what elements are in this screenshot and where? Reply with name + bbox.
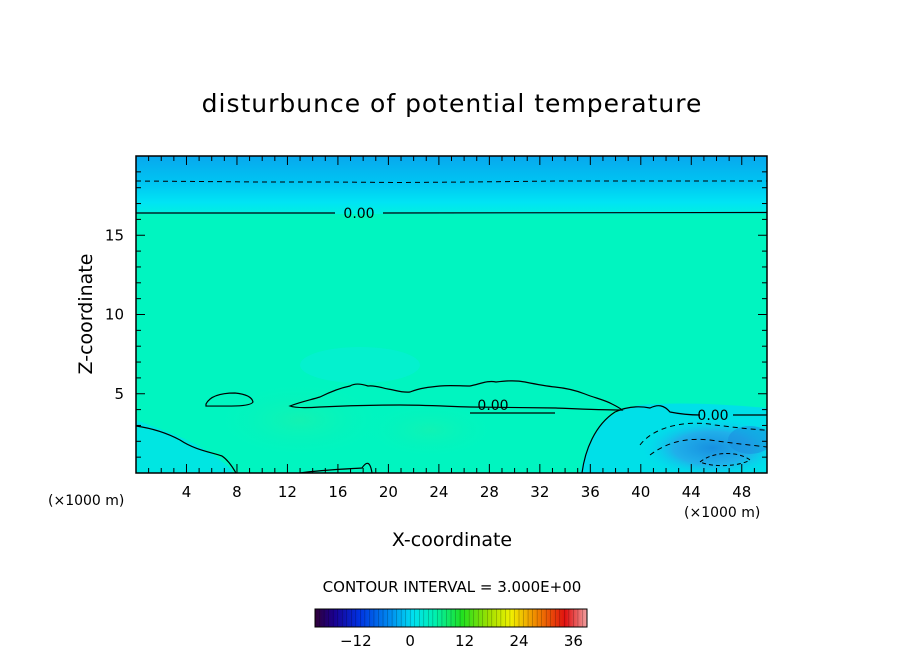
dashed-contour-right-3 — [699, 453, 751, 467]
heatmap-field — [136, 156, 767, 473]
x-tick-label: 8 — [232, 483, 242, 501]
x-tick-label: 48 — [732, 483, 751, 501]
dashed-contour-top — [136, 180, 767, 184]
x-ticks: 4 8 12 16 20 24 28 32 36 40 44 48 — [148, 156, 755, 501]
x-tick-label: 24 — [429, 483, 448, 501]
y-tick-label: 5 — [114, 385, 124, 403]
left-cyan-zone — [136, 420, 232, 473]
x-tick-label: 12 — [278, 483, 297, 501]
bottom-contour — [299, 462, 373, 473]
x-tick-label: 28 — [480, 483, 499, 501]
x-tick-label: 4 — [182, 483, 192, 501]
y-tick-label: 10 — [105, 306, 124, 324]
colorbar-tick-label: 0 — [405, 632, 415, 650]
dashed-contour-right-2 — [649, 438, 767, 456]
contour-label-top: 0.00 — [343, 206, 374, 222]
x-tick-label: 20 — [379, 483, 398, 501]
colorbar-tick-label: 36 — [564, 632, 583, 650]
dashed-contour-right-1 — [639, 422, 767, 446]
small-contour-left — [205, 392, 254, 407]
chart-title: disturbunce of potential temperature — [202, 89, 703, 118]
left-contour — [136, 425, 237, 473]
contour-label-right: 0.00 — [697, 408, 728, 424]
x-axis-label: X-coordinate — [392, 529, 512, 551]
upper-layer — [136, 156, 767, 214]
contour-label-mid: 0.00 — [477, 398, 508, 414]
y-tick-label: 15 — [105, 226, 124, 244]
colorbar-ticks: −12 0 12 24 36 — [319, 609, 583, 650]
x-tick-label: 16 — [328, 483, 347, 501]
zero-contour-top-right — [382, 211, 767, 214]
colorbar-tick-label: 24 — [509, 632, 528, 650]
right-contour — [581, 405, 701, 473]
x-tick-label: 32 — [530, 483, 549, 501]
colorbar-tick-label: 12 — [455, 632, 474, 650]
x-tick-label: 40 — [631, 483, 650, 501]
contour-interval: CONTOUR INTERVAL = 3.000E+00 — [323, 578, 582, 596]
y-ticks: 5 10 15 — [105, 171, 767, 458]
x-unit-left: (×1000 m) — [48, 493, 124, 509]
colorbar-tick-label: −12 — [340, 632, 372, 650]
x-unit-right: (×1000 m) — [684, 505, 760, 521]
x-tick-label: 44 — [682, 483, 701, 501]
y-axis-label: Z-coordinate — [75, 254, 97, 375]
cloud-contour — [288, 380, 624, 411]
x-tick-label: 36 — [581, 483, 600, 501]
